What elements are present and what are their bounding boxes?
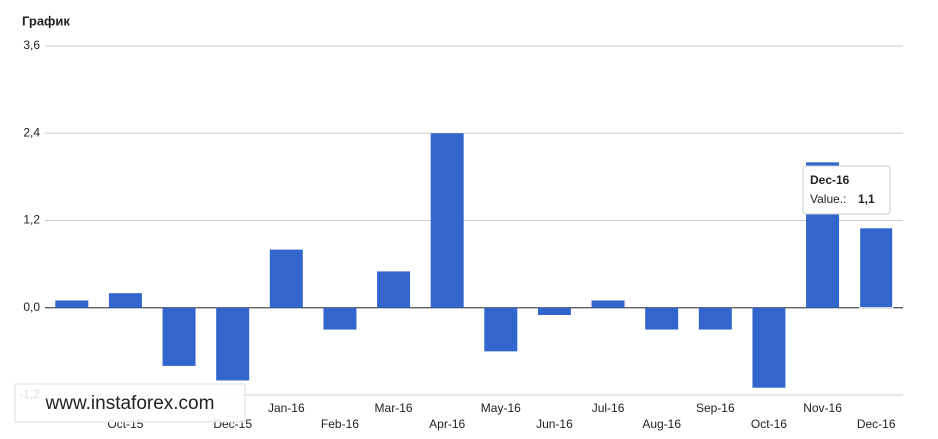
x-tick-label: Apr-16: [429, 417, 465, 431]
x-tick-label: Mar-16: [375, 401, 413, 415]
tooltip: Dec-16 Value.: 1,1: [802, 165, 891, 215]
bar: [752, 307, 786, 388]
tooltip-label: Value.:: [810, 192, 846, 206]
bar: [377, 271, 411, 308]
x-tick-label: Nov-16: [803, 401, 842, 415]
y-tick-label: 0,0: [23, 300, 40, 314]
tooltip-value: 1,1: [858, 192, 875, 206]
bar: [216, 307, 250, 381]
bar: [269, 249, 303, 308]
x-tick-label: Sep-16: [696, 401, 735, 415]
bar: [55, 300, 89, 308]
bar: [645, 307, 679, 330]
bar: [162, 307, 196, 366]
chart-title: График: [22, 13, 70, 28]
bar: [591, 300, 625, 308]
y-tick-label: 2,4: [23, 125, 40, 139]
bar: [108, 293, 142, 308]
watermark-box: [14, 383, 246, 423]
x-tick-label: May-16: [481, 401, 521, 415]
x-tick-label: Oct-16: [751, 417, 787, 431]
bar: [323, 307, 357, 330]
bar: [430, 133, 464, 308]
bar: [859, 227, 894, 309]
bar: [484, 307, 518, 352]
watermark: www.instaforex.com: [45, 393, 215, 414]
bar: [698, 307, 732, 330]
x-tick-label: Jul-16: [592, 401, 625, 415]
x-tick-label: Feb-16: [321, 417, 359, 431]
tooltip-box: [802, 165, 891, 215]
y-tick-label: 1,2: [23, 213, 40, 227]
bar: [537, 307, 571, 316]
x-tick-label: Jan-16: [268, 401, 305, 415]
tooltip-title: Dec-16: [810, 173, 850, 187]
x-tick-label: Dec-16: [857, 417, 896, 431]
x-tick-label: Jun-16: [536, 417, 573, 431]
x-tick-label: Aug-16: [642, 417, 681, 431]
y-tick-label: 3,6: [23, 38, 40, 52]
